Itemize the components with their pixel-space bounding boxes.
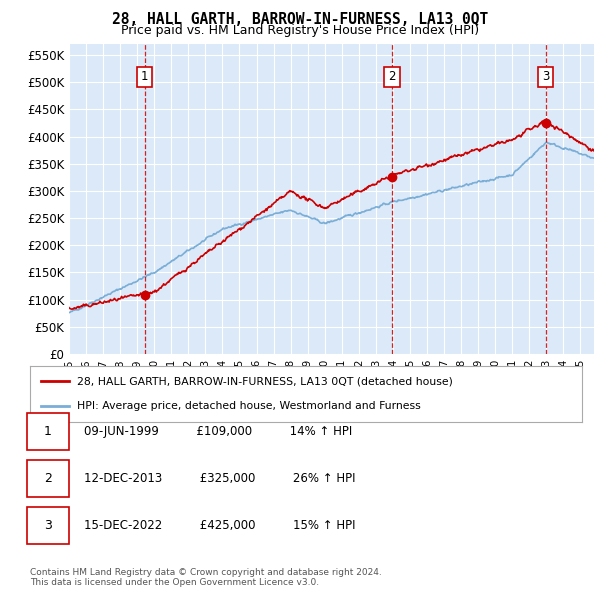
Text: HPI: Average price, detached house, Westmorland and Furness: HPI: Average price, detached house, West… xyxy=(77,401,421,411)
Text: 3: 3 xyxy=(542,70,549,83)
Text: 2: 2 xyxy=(44,472,52,485)
Text: 09-JUN-1999          £109,000          14% ↑ HPI: 09-JUN-1999 £109,000 14% ↑ HPI xyxy=(69,425,352,438)
Text: 15-DEC-2022          £425,000          15% ↑ HPI: 15-DEC-2022 £425,000 15% ↑ HPI xyxy=(69,519,355,532)
Text: 28, HALL GARTH, BARROW-IN-FURNESS, LA13 0QT (detached house): 28, HALL GARTH, BARROW-IN-FURNESS, LA13 … xyxy=(77,376,453,386)
Text: This data is licensed under the Open Government Licence v3.0.: This data is licensed under the Open Gov… xyxy=(30,578,319,587)
Text: 28, HALL GARTH, BARROW-IN-FURNESS, LA13 0QT: 28, HALL GARTH, BARROW-IN-FURNESS, LA13 … xyxy=(112,12,488,27)
Text: Price paid vs. HM Land Registry's House Price Index (HPI): Price paid vs. HM Land Registry's House … xyxy=(121,24,479,37)
Text: 12-DEC-2013          £325,000          26% ↑ HPI: 12-DEC-2013 £325,000 26% ↑ HPI xyxy=(69,472,355,485)
Text: 2: 2 xyxy=(388,70,396,83)
Text: 3: 3 xyxy=(44,519,52,532)
Text: Contains HM Land Registry data © Crown copyright and database right 2024.: Contains HM Land Registry data © Crown c… xyxy=(30,568,382,577)
Text: 1: 1 xyxy=(141,70,148,83)
Text: 1: 1 xyxy=(44,425,52,438)
